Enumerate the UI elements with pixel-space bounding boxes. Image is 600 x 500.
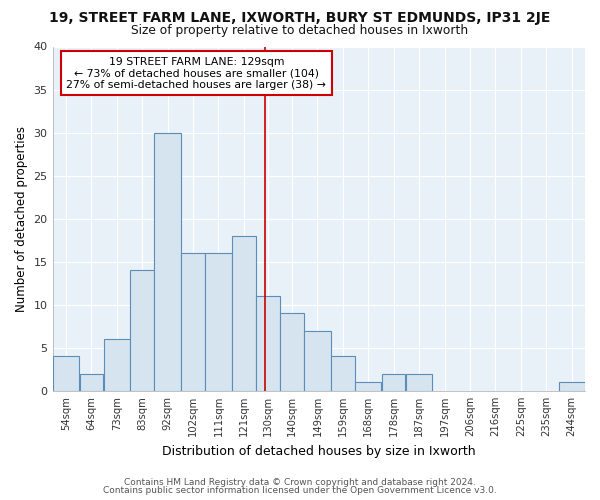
Bar	[104, 340, 130, 391]
Bar	[53, 356, 79, 391]
Bar	[382, 374, 406, 391]
Bar	[154, 132, 181, 391]
Bar	[130, 270, 154, 391]
Bar	[406, 374, 432, 391]
Text: 19, STREET FARM LANE, IXWORTH, BURY ST EDMUNDS, IP31 2JE: 19, STREET FARM LANE, IXWORTH, BURY ST E…	[49, 11, 551, 25]
Bar	[559, 382, 585, 391]
Bar	[256, 296, 280, 391]
Bar	[280, 314, 304, 391]
Bar	[181, 253, 205, 391]
Bar	[205, 253, 232, 391]
Text: Size of property relative to detached houses in Ixworth: Size of property relative to detached ho…	[131, 24, 469, 37]
Bar	[355, 382, 382, 391]
Text: Contains public sector information licensed under the Open Government Licence v3: Contains public sector information licen…	[103, 486, 497, 495]
X-axis label: Distribution of detached houses by size in Ixworth: Distribution of detached houses by size …	[162, 444, 476, 458]
Bar	[331, 356, 355, 391]
Y-axis label: Number of detached properties: Number of detached properties	[15, 126, 28, 312]
Bar	[232, 236, 256, 391]
Bar	[304, 330, 331, 391]
Text: Contains HM Land Registry data © Crown copyright and database right 2024.: Contains HM Land Registry data © Crown c…	[124, 478, 476, 487]
Bar	[80, 374, 103, 391]
Text: 19 STREET FARM LANE: 129sqm
← 73% of detached houses are smaller (104)
27% of se: 19 STREET FARM LANE: 129sqm ← 73% of det…	[67, 57, 326, 90]
